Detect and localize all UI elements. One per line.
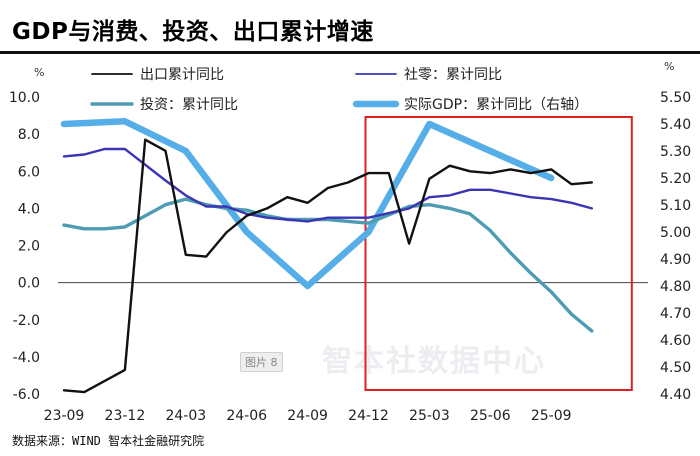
legend-label-3: 实际GDP：累计同比（右轴） — [404, 97, 588, 113]
right-tick-label: 5.40 — [660, 117, 691, 133]
series-line-3 — [60, 118, 555, 290]
right-tick-label: 5.00 — [660, 225, 691, 241]
x-tick-label: 24-12 — [348, 408, 389, 424]
x-tick-label: 23-12 — [105, 408, 146, 424]
left-tick-label: -6.0 — [13, 387, 40, 403]
left-tick-label: -4.0 — [13, 350, 40, 366]
legend-label-0: 出口累计同比 — [140, 67, 224, 83]
series-line-2 — [62, 197, 594, 333]
x-tick-label: 23-09 — [44, 408, 85, 424]
x-tick-label: 24-06 — [226, 408, 267, 424]
right-tick-label: 5.50 — [660, 90, 691, 106]
page-title: GDP与消费、投资、出口累计增速 — [12, 19, 374, 45]
watermark: 智本社数据中心 — [322, 344, 546, 379]
right-tick-label: 4.60 — [660, 333, 691, 349]
left-tick-label: 10.0 — [9, 90, 40, 106]
left-tick-label: 0.0 — [18, 276, 40, 292]
title-divider — [0, 51, 700, 54]
right-tick-label: 4.50 — [660, 360, 691, 376]
legend-label-2: 投资：累计同比 — [140, 97, 238, 113]
x-tick-label: 25-03 — [409, 408, 450, 424]
right-tick-label: 4.40 — [660, 387, 691, 403]
figure-tag: 图片 8 — [240, 352, 283, 372]
x-tick-label: 25-09 — [531, 408, 572, 424]
left-tick-label: 8.0 — [18, 127, 40, 143]
legend-label-1: 社零：累计同比 — [404, 67, 502, 83]
right-unit-label: % — [664, 60, 674, 73]
right-tick-label: 5.20 — [660, 171, 691, 187]
highlight-box — [364, 116, 633, 391]
right-tick-label: 4.70 — [660, 306, 691, 322]
source-note: 数据来源：WIND 智本社金融研究院 — [12, 434, 205, 448]
right-tick-label: 4.80 — [660, 279, 691, 295]
series-line-1 — [62, 147, 593, 223]
right-tick-label: 5.30 — [660, 144, 691, 160]
x-tick-label: 24-03 — [165, 408, 206, 424]
right-tick-label: 4.90 — [660, 252, 691, 268]
left-unit-label: % — [34, 66, 44, 79]
series-line-0 — [62, 138, 593, 394]
x-tick-label: 25-06 — [470, 408, 511, 424]
left-tick-label: 6.0 — [18, 164, 40, 180]
left-tick-label: 2.0 — [18, 239, 40, 255]
left-tick-label: -2.0 — [13, 313, 40, 329]
left-tick-label: 4.0 — [18, 201, 40, 217]
x-tick-label: 24-09 — [287, 408, 328, 424]
right-tick-label: 5.10 — [660, 198, 691, 214]
